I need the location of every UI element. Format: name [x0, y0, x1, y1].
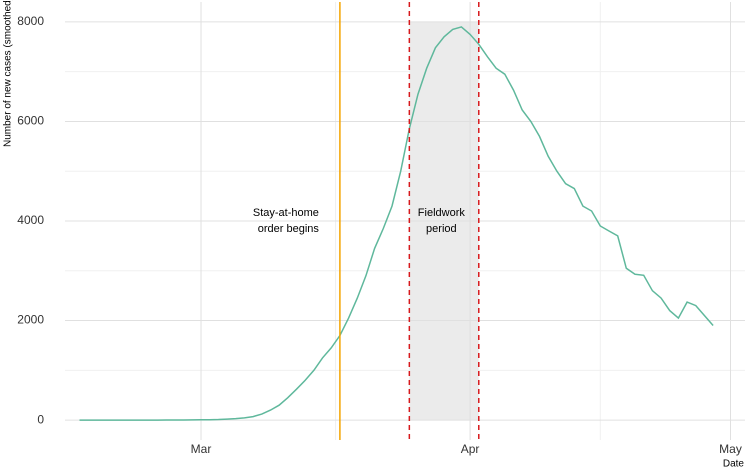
region-label: period [426, 223, 457, 235]
event-label: Stay-at-home [253, 207, 319, 219]
x-tick-label: May [719, 442, 742, 456]
line [79, 26, 714, 421]
y-tick-label: 2000 [17, 313, 44, 327]
x-tick-label: Mar [191, 442, 212, 456]
event-label: order begins [258, 223, 320, 235]
y-tick-label: 0 [37, 412, 44, 426]
x-axis-title: Date [723, 459, 745, 470]
region-label: Fieldwork [418, 207, 466, 219]
y-tick-label: 4000 [17, 213, 44, 227]
y-tick-label: 8000 [17, 14, 44, 28]
y-tick-label: 6000 [17, 114, 44, 128]
x-tick-label: Apr [461, 442, 480, 456]
y-axis-title: Number of new cases (smoothed) [3, 0, 14, 147]
